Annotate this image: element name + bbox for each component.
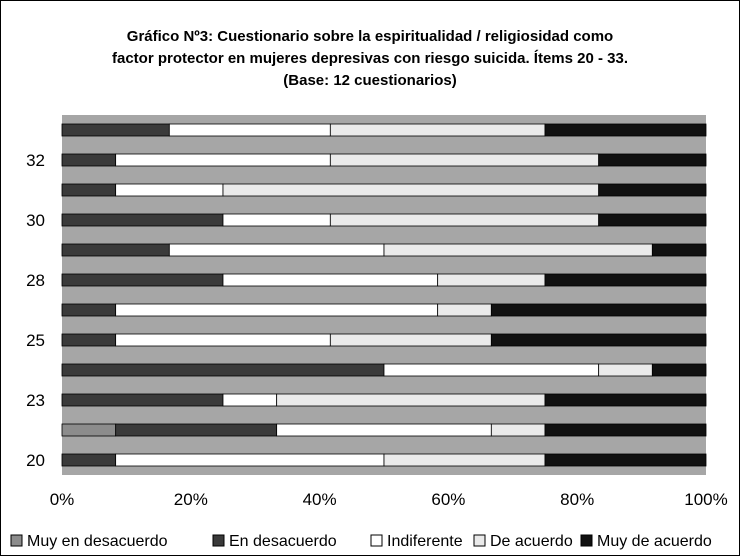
- bar-segment: [168, 123, 331, 137]
- bar-segment: [276, 423, 492, 437]
- bar-segment: [383, 363, 600, 377]
- bar-segment: [115, 453, 385, 467]
- x-tick-label: 100%: [684, 490, 727, 509]
- chart-title-line: (Base: 12 cuestionarios): [283, 72, 456, 89]
- legend-swatch: [473, 534, 486, 547]
- legend-label: Muy de acuerdo: [597, 533, 712, 550]
- y-axis-labels: 20 23 25 28 30 32: [26, 151, 45, 470]
- bar-segment: [61, 453, 117, 467]
- bar-segment: [490, 303, 707, 317]
- legend: Muy en desacuerdo En desacuerdo Indiferent…: [10, 533, 712, 550]
- legend-swatch: [10, 534, 23, 547]
- y-tick-label: 30: [26, 211, 45, 230]
- chart-title: Gráfico Nº3: Cuestionario sobre la espir…: [112, 28, 628, 89]
- x-tick-label: 0%: [50, 490, 75, 509]
- bar-segment: [598, 183, 707, 197]
- legend-label: Muy en desacuerdo: [27, 533, 168, 550]
- bar-segment: [490, 423, 546, 437]
- bar-segment: [61, 123, 170, 137]
- x-axis-ticks: 0% 20% 40% 60% 80% 100%: [50, 490, 728, 509]
- bar-segment: [61, 153, 117, 167]
- bar-segment: [544, 453, 707, 467]
- bar-segment: [490, 333, 707, 347]
- bar-segment: [61, 273, 224, 287]
- bar-segment: [61, 303, 117, 317]
- bar-segment: [115, 303, 439, 317]
- bar-segment: [383, 243, 653, 257]
- bar-segment: [651, 363, 707, 377]
- bar-segment: [437, 303, 492, 317]
- bar-segment: [61, 213, 224, 227]
- bar-segment: [329, 213, 600, 227]
- bar-segment: [61, 183, 117, 197]
- legend-label: Indiferente: [387, 533, 463, 550]
- bar-segment: [115, 183, 224, 197]
- y-tick-label: 32: [26, 151, 45, 170]
- chart-title-line: Gráfico Nº3: Cuestionario sobre la espir…: [127, 28, 613, 45]
- bar-segment: [329, 333, 492, 347]
- bar-segment: [329, 123, 546, 137]
- bar-segment: [168, 243, 385, 257]
- bar-segment: [222, 183, 600, 197]
- bar-segment: [61, 243, 170, 257]
- bar-segment: [598, 213, 707, 227]
- x-tick-label: 80%: [560, 490, 594, 509]
- bar-segment: [544, 393, 707, 407]
- legend-swatch: [212, 534, 225, 547]
- bar-segment: [544, 123, 707, 137]
- legend-swatch: [370, 534, 383, 547]
- x-tick-label: 40%: [303, 490, 337, 509]
- bar-segment: [598, 363, 653, 377]
- x-tick-label: 20%: [174, 490, 208, 509]
- bar-segment: [276, 393, 546, 407]
- bar-segment: [651, 243, 707, 257]
- bar-segment: [598, 153, 707, 167]
- bar-segment: [222, 273, 439, 287]
- bar-segment: [544, 273, 707, 287]
- bar-segment: [61, 363, 385, 377]
- y-tick-label: 28: [26, 271, 45, 290]
- y-tick-label: 20: [26, 451, 45, 470]
- legend-label: En desacuerdo: [229, 533, 337, 550]
- bar-segment: [61, 333, 117, 347]
- bars: [61, 123, 707, 467]
- bar-segment: [437, 273, 546, 287]
- chart-title-line: factor protector en mujeres depresivas c…: [112, 50, 628, 67]
- x-tick-label: 60%: [431, 490, 465, 509]
- y-tick-label: 23: [26, 391, 45, 410]
- bar-segment: [115, 153, 331, 167]
- bar-segment: [115, 333, 331, 347]
- plot-area: [62, 115, 706, 475]
- bar-segment: [61, 393, 224, 407]
- bar-segment: [222, 213, 331, 227]
- y-tick-label: 25: [26, 331, 45, 350]
- bar-segment: [222, 393, 278, 407]
- legend-label: De acuerdo: [490, 533, 573, 550]
- legend-swatch: [580, 534, 593, 547]
- bar-segment: [383, 453, 546, 467]
- bar-segment: [329, 153, 600, 167]
- bar-segment: [115, 423, 278, 437]
- bar-segment: [61, 423, 117, 437]
- bar-segment: [544, 423, 707, 437]
